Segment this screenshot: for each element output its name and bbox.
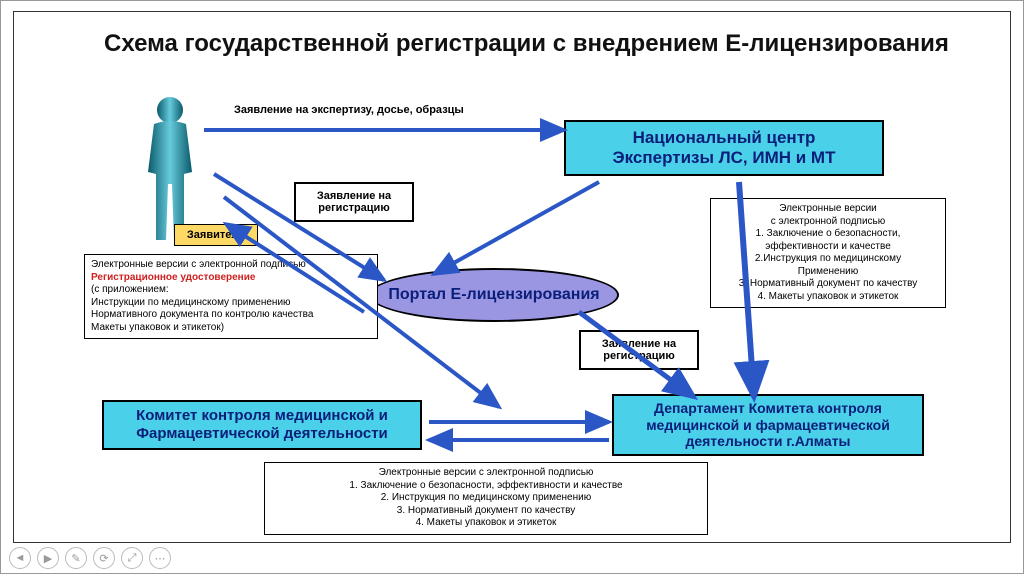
- tb-left-r1: Инструкции по медицинскому применению: [91, 297, 371, 310]
- committee-line1: Комитет контроля медицинской и: [136, 407, 388, 425]
- tb-right-6: 3. Нормативный документ по качеству: [717, 278, 939, 291]
- slide-nav: ◄ ▶ ✎ ⟳ ⤢ ⋯: [9, 547, 171, 569]
- tb-bot-2: 2. Инструкция по медицинскому применению: [271, 492, 701, 505]
- tb-left-r2: Нормативного документа по контролю качес…: [91, 309, 371, 322]
- tb-bot-4: 4. Макеты упаковок и этикеток: [271, 517, 701, 530]
- diagram-frame: Схема государственной регистрации с внед…: [13, 11, 1011, 543]
- nav-prev-button[interactable]: ◄: [9, 547, 31, 569]
- dept-line2: медицинской и фармацевтической: [646, 417, 890, 434]
- applicant-icon: [134, 94, 206, 244]
- tb-bot-3: 3. Нормативный документ по качеству: [271, 505, 701, 518]
- nav-fullscreen-button[interactable]: ⤢: [121, 547, 143, 569]
- textblock-right: Электронные версии с электронной подпись…: [710, 198, 946, 308]
- committee-line2: Фармацевтической деятельности: [136, 425, 388, 443]
- node-dept-almaty: Департамент Комитета контроля медицинско…: [612, 394, 924, 456]
- tb-right-4: 2.Инструкция по медицинскому: [717, 253, 939, 266]
- tb-bot-0: Электронные версии с электронной подпись…: [271, 467, 701, 480]
- node-portal: Портал Е-лицензирования: [369, 268, 619, 322]
- slide: Схема государственной регистрации с внед…: [0, 0, 1024, 574]
- node-national-center: Национальный центр Экспертизы ЛС, ИМН и …: [564, 120, 884, 176]
- tb-right-0: Электронные версии: [717, 203, 939, 216]
- dept-line3: деятельности г.Алматы: [646, 433, 890, 450]
- tb-left-highlight: Регистрационное удостоверение: [91, 272, 371, 285]
- nat-center-line1: Национальный центр: [613, 128, 836, 148]
- tb-left-head: Электронные версии с электронной подпись…: [91, 259, 371, 272]
- tb-right-3: эффективности и качестве: [717, 241, 939, 254]
- tb-right-5: Применению: [717, 266, 939, 279]
- tb-right-1: с электронной подписью: [717, 216, 939, 229]
- box-application-reg-1: Заявление на регистрацию: [294, 182, 414, 222]
- textblock-left: Электронные версии с электронной подпись…: [84, 254, 378, 339]
- tb-right-2: 1. Заключение о безопасности,: [717, 228, 939, 241]
- nav-edit-button[interactable]: ✎: [65, 547, 87, 569]
- tb-right-7: 4. Макеты упаковок и этикеток: [717, 291, 939, 304]
- page-title: Схема государственной регистрации с внед…: [104, 30, 970, 58]
- nav-more-button[interactable]: ⋯: [149, 547, 171, 569]
- arrow-label-application-expertise: Заявление на экспертизу, досье, образцы: [234, 104, 464, 116]
- nav-next-button[interactable]: ▶: [37, 547, 59, 569]
- box-application-reg-2: Заявление на регистрацию: [579, 330, 699, 370]
- tb-left-r0: (с приложением:: [91, 284, 371, 297]
- node-applicant: Заявитель: [174, 224, 258, 246]
- nav-reload-button[interactable]: ⟳: [93, 547, 115, 569]
- nat-center-line2: Экспертизы ЛС, ИМН и МТ: [613, 148, 836, 168]
- tb-bot-1: 1. Заключение о безопасности, эффективно…: [271, 480, 701, 493]
- node-committee: Комитет контроля медицинской и Фармацевт…: [102, 400, 422, 450]
- textblock-bottom: Электронные версии с электронной подпись…: [264, 462, 708, 535]
- tb-left-r3: Макеты упаковок и этикеток): [91, 322, 371, 335]
- dept-line1: Департамент Комитета контроля: [646, 400, 890, 417]
